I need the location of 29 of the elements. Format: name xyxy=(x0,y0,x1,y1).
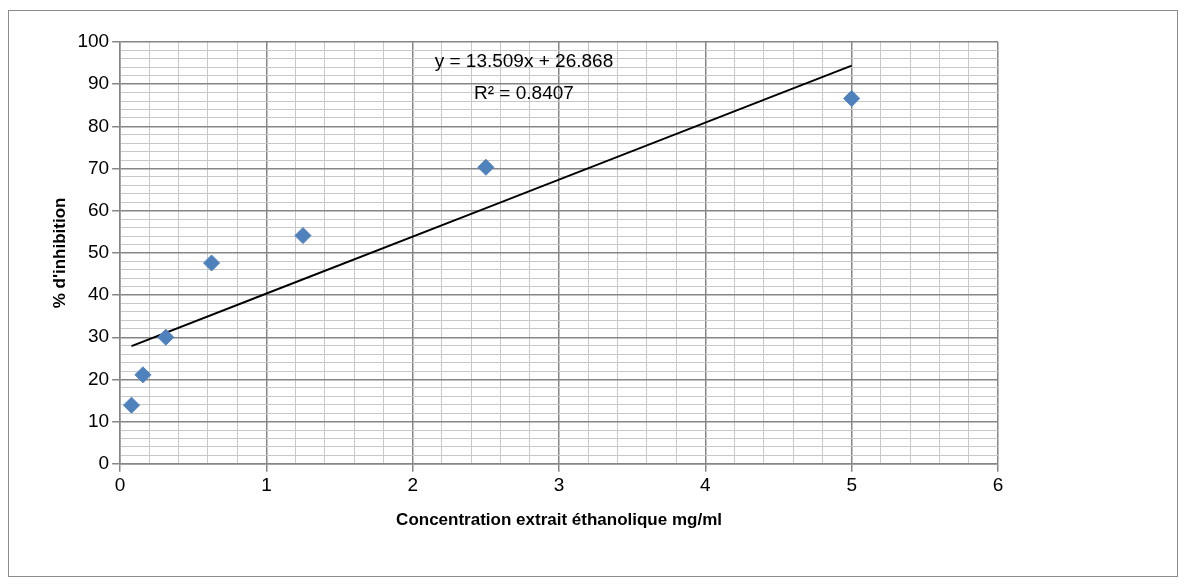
y-tick-label: 30 xyxy=(87,325,110,347)
annotation: R² = 0.8407 xyxy=(474,82,574,104)
point xyxy=(294,227,312,245)
point xyxy=(123,396,141,414)
x-tick-label: 2 xyxy=(407,474,419,496)
y-tick-label: 60 xyxy=(87,198,110,220)
point xyxy=(843,90,861,108)
point xyxy=(134,366,152,384)
annotation: y = 13.509x + 26.868 xyxy=(434,50,614,72)
y-tick-label: 0 xyxy=(98,452,110,474)
y-tick-label: 10 xyxy=(87,409,110,431)
x-axis-title: Concentration extrait éthanolique mg/ml xyxy=(396,510,722,530)
x-tick-label: 3 xyxy=(553,474,565,496)
x-tick-label: 0 xyxy=(114,474,126,496)
y-axis-title: % d'inhibition xyxy=(49,197,69,309)
y-tick-label: 20 xyxy=(87,367,110,389)
x-tick-label: 5 xyxy=(846,474,857,496)
x-tick-label: 4 xyxy=(700,474,712,496)
y-tick-label: 80 xyxy=(87,114,110,136)
point xyxy=(157,328,175,346)
y-tick-label: 100 xyxy=(77,30,110,52)
point xyxy=(477,158,495,176)
y-tick-label: 70 xyxy=(87,156,110,178)
y-tick-label: 90 xyxy=(87,72,110,94)
point xyxy=(203,254,221,272)
x-tick-label: 1 xyxy=(261,474,272,496)
x-tick-label: 6 xyxy=(992,474,1004,496)
y-tick-label: 40 xyxy=(87,283,110,305)
y-tick-label: 50 xyxy=(87,241,110,263)
